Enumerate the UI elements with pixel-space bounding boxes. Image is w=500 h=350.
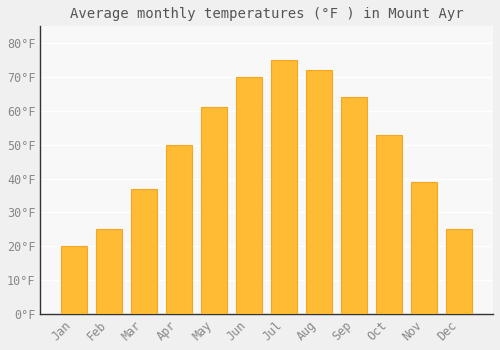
Bar: [131, 189, 157, 314]
Bar: [376, 134, 402, 314]
Title: Average monthly temperatures (°F ) in Mount Ayr: Average monthly temperatures (°F ) in Mo…: [70, 7, 464, 21]
Bar: [61, 246, 87, 314]
Bar: [236, 77, 262, 314]
Bar: [96, 229, 122, 314]
Bar: [411, 182, 438, 314]
Bar: [306, 70, 332, 314]
Bar: [446, 229, 472, 314]
Bar: [341, 97, 367, 314]
Bar: [271, 60, 297, 314]
Bar: [201, 107, 228, 314]
Bar: [166, 145, 192, 314]
